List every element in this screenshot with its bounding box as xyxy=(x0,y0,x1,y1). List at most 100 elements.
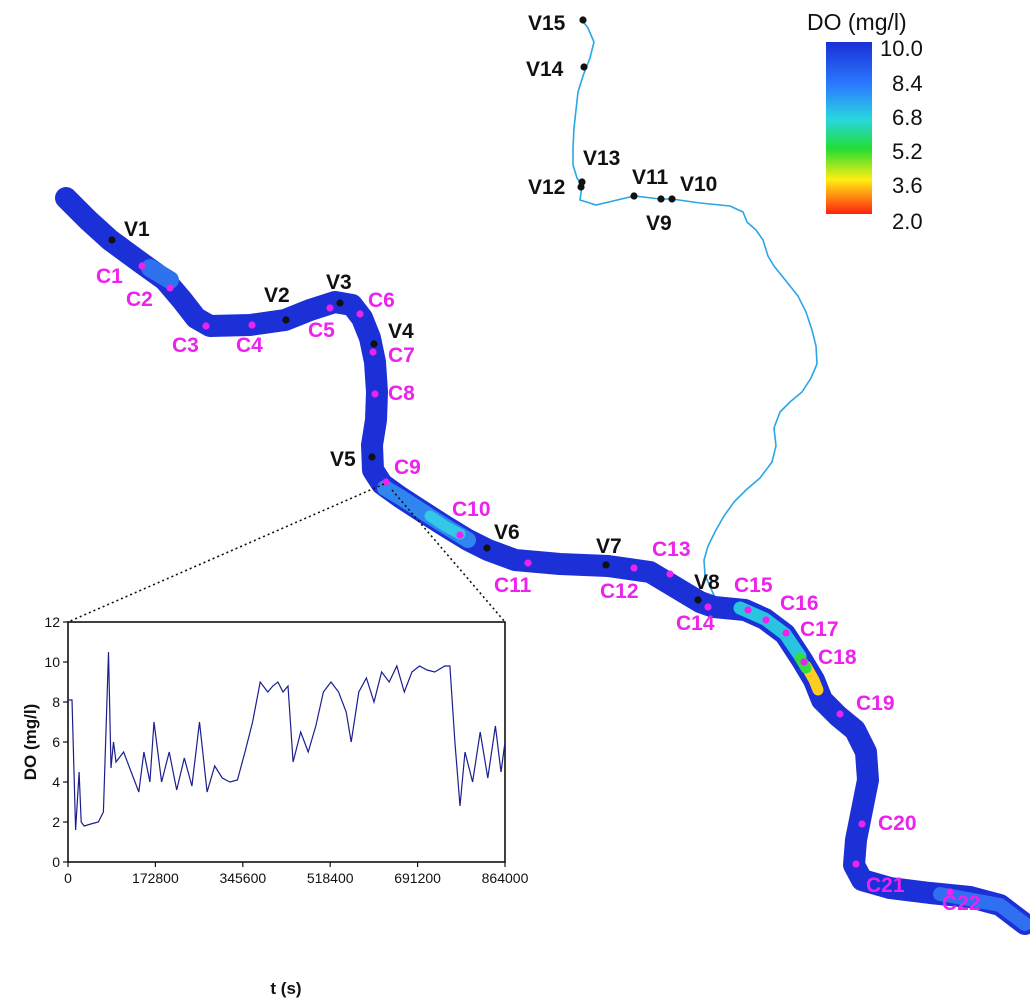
river-section-c15-c17 xyxy=(733,601,807,663)
station-label-c18: C18 xyxy=(818,646,857,669)
station-marker-c19 xyxy=(836,710,844,718)
station-marker-c17 xyxy=(782,629,790,637)
station-label-c5: C5 xyxy=(308,319,335,342)
inset-chart: 0 2 4 6 8 10 12 0 172800 345600 518400 691200 864000… xyxy=(21,614,529,998)
inset-do-series-line xyxy=(68,651,506,831)
station-label-v8: V8 xyxy=(694,571,720,594)
station-label-c14: C14 xyxy=(676,612,715,635)
station-label-c2: C2 xyxy=(126,288,153,311)
station-label-c6: C6 xyxy=(368,289,395,312)
river-section-c10 xyxy=(424,510,466,540)
station-label-v4: V4 xyxy=(388,320,414,343)
station-label-v15: V15 xyxy=(528,12,566,35)
station-label-c9: C9 xyxy=(394,456,421,479)
station-marker-c16 xyxy=(762,616,770,624)
station-label-c12: C12 xyxy=(600,580,639,603)
y-tick-label: 6 xyxy=(52,734,60,750)
station-label-c11: C11 xyxy=(494,574,532,597)
y-tick-label: 4 xyxy=(52,774,60,790)
zoom-line-right xyxy=(391,489,506,623)
y-tick-label: 12 xyxy=(44,614,60,630)
station-marker-c22 xyxy=(946,888,954,896)
station-label-v6: V6 xyxy=(494,521,520,544)
legend-tick-10-0: 10.0 xyxy=(880,36,923,61)
station-label-c1: C1 xyxy=(96,265,123,288)
station-label-v7: V7 xyxy=(596,535,622,558)
station-label-v13: V13 xyxy=(583,147,620,170)
station-marker-c10 xyxy=(456,531,464,539)
station-label-c16: C16 xyxy=(780,592,819,615)
x-tick-label: 864000 xyxy=(482,870,529,886)
v-station-markers xyxy=(108,16,702,604)
station-marker-v14 xyxy=(580,63,588,71)
legend: DO (mg/l) 10.0 8.4 6.8 5.2 3.6 2.0 xyxy=(807,9,923,234)
legend-tick-6-8: 6.8 xyxy=(892,105,923,130)
tributary-stream xyxy=(572,19,818,601)
inset-x-axis-title: t (s) xyxy=(270,979,301,998)
x-tick-label: 518400 xyxy=(307,870,354,886)
station-marker-c4 xyxy=(248,321,256,329)
station-marker-c20 xyxy=(858,820,866,828)
station-marker-v1 xyxy=(108,236,116,244)
main-river xyxy=(55,187,1030,935)
station-label-v10: V10 xyxy=(680,173,717,196)
station-marker-v3 xyxy=(336,299,344,307)
station-marker-v2 xyxy=(282,316,290,324)
zoom-line-left xyxy=(67,483,385,623)
inset-plot-frame xyxy=(67,621,506,863)
station-marker-c9 xyxy=(382,478,390,486)
station-marker-c6 xyxy=(356,310,364,318)
river-section-c1 xyxy=(141,259,179,289)
station-label-c21: C21 xyxy=(866,874,905,897)
x-tick-label: 172800 xyxy=(132,870,179,886)
station-label-c8: C8 xyxy=(388,382,415,405)
station-marker-c18 xyxy=(800,658,808,666)
station-label-c22: C22 xyxy=(942,892,981,915)
station-marker-v5 xyxy=(368,453,376,461)
station-marker-c13 xyxy=(666,570,674,578)
station-marker-c7 xyxy=(369,348,377,356)
c-station-markers xyxy=(138,262,954,896)
station-label-v1: V1 xyxy=(124,218,150,241)
station-marker-v4 xyxy=(370,340,378,348)
y-tick-label: 8 xyxy=(52,694,60,710)
station-label-c15: C15 xyxy=(734,574,773,597)
station-marker-c11 xyxy=(524,559,532,567)
station-label-v9: V9 xyxy=(646,212,672,235)
station-marker-c2 xyxy=(166,284,174,292)
station-marker-c21 xyxy=(852,860,860,868)
station-label-v12: V12 xyxy=(528,176,565,199)
station-marker-c14 xyxy=(704,603,712,611)
x-tick-label: 0 xyxy=(64,870,72,886)
x-tick-label: 691200 xyxy=(394,870,441,886)
x-tick-label: 345600 xyxy=(219,870,266,886)
station-label-c17: C17 xyxy=(800,618,839,641)
station-marker-c1 xyxy=(138,262,146,270)
legend-tick-2-0: 2.0 xyxy=(892,209,923,234)
station-label-c20: C20 xyxy=(878,812,917,835)
inset-y-axis-title: DO (mg/l) xyxy=(21,704,40,781)
station-marker-c12 xyxy=(630,564,638,572)
station-label-c10: C10 xyxy=(452,498,491,521)
station-label-c7: C7 xyxy=(388,344,415,367)
legend-tick-3-6: 3.6 xyxy=(892,173,923,198)
station-marker-v13 xyxy=(578,178,586,186)
station-marker-v11 xyxy=(630,192,638,200)
station-marker-v7 xyxy=(602,561,610,569)
v-station-labels: V1 V2 V3 V4 V5 V6 V7 V8 V9 V10 V11 V12 V13 V14 V15 xyxy=(124,12,720,594)
legend-tick-5-2: 5.2 xyxy=(892,139,923,164)
y-tick-label: 0 xyxy=(52,854,60,870)
station-marker-c8 xyxy=(371,390,379,398)
station-label-v14: V14 xyxy=(526,58,564,81)
station-label-v5: V5 xyxy=(330,448,356,471)
inset-axis-ticks: 0 2 4 6 8 10 12 0 172800 345600 518400 691200 864000 xyxy=(44,614,528,886)
station-label-v11: V11 xyxy=(632,166,669,189)
station-label-c19: C19 xyxy=(856,692,895,715)
station-marker-v6 xyxy=(483,544,491,552)
station-marker-c3 xyxy=(202,322,210,330)
y-tick-label: 2 xyxy=(52,814,60,830)
y-tick-label: 10 xyxy=(44,654,60,670)
legend-tick-8-4: 8.4 xyxy=(892,71,923,96)
